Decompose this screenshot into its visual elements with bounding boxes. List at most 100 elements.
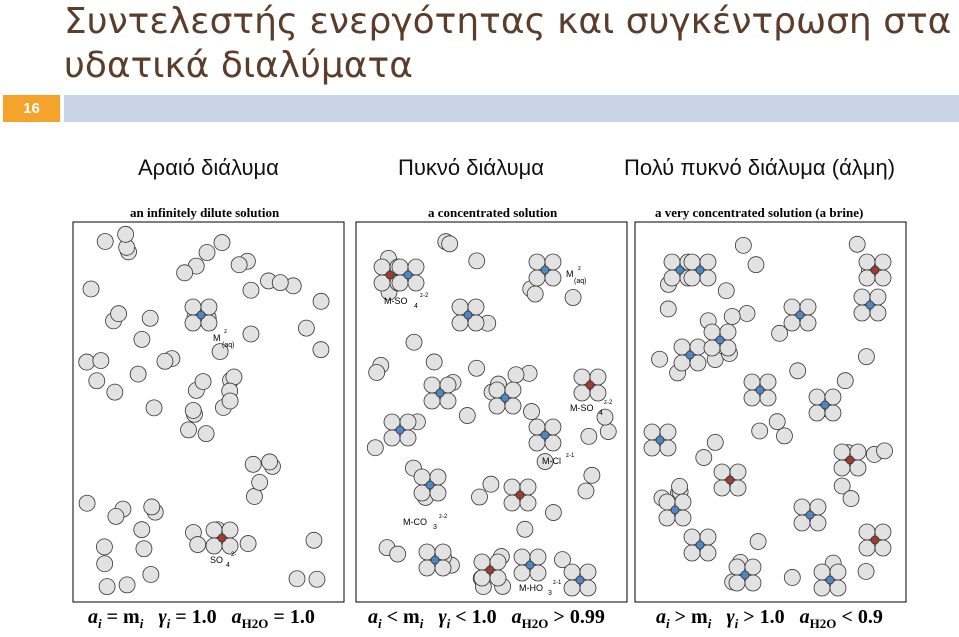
slide-number: 16 [3,95,60,122]
water-molecule [671,477,688,495]
water-molecule [239,535,257,552]
cation [575,575,585,585]
panel-label-dilute: an infinitely dilute solution [130,205,280,220]
water-molecule [312,341,330,359]
water-molecule [213,234,231,251]
water-molecule [467,314,485,332]
cation [196,310,206,320]
water-molecule [738,305,756,322]
water-molecule [141,309,159,327]
cation [540,265,550,275]
slide-title-line-1: Συντελεστής ενεργότητας και συγκέντρωση … [64,1,952,42]
cation [805,510,815,520]
water-molecule [544,434,562,452]
water-molecule [544,269,562,287]
water-molecule [271,274,289,292]
label-mso4-charge: z-2 [420,293,429,299]
water-molecule [312,292,330,310]
water-molecule [143,498,161,516]
water-molecule [211,343,229,361]
water-molecule [96,233,114,250]
water-molecule [471,488,488,506]
water-molecule [751,422,769,440]
label-mso4-brine-side: M-SO [570,403,594,413]
water-molecule [842,490,860,507]
water-molecule [876,442,893,460]
water-molecule [789,362,807,380]
water-molecule [519,494,537,512]
label-m-aq-dilute: M [213,333,221,343]
water-molecule [297,319,315,337]
label-so4-dilute: SO [210,555,223,565]
label-mho3-sub: 3 [548,590,552,597]
water-molecule [699,544,717,562]
water-molecule [869,304,887,322]
water-molecule [776,427,793,445]
label-z-dilute: z [224,329,227,335]
water-molecule [747,256,765,274]
water-molecule [366,439,384,457]
water-molecule [809,514,827,532]
label-mso4-conc: M-SO [384,296,408,306]
cation [695,265,705,275]
water-molecule [583,466,601,484]
water-molecule [98,578,116,596]
water-molecule [596,408,614,426]
water-molecule [489,569,507,587]
water-molecule [129,365,147,383]
label-mcl-conc: M-Cl [542,456,561,466]
water-molecule [189,536,207,553]
anion [725,475,735,485]
water-molecule [468,359,485,377]
water-molecule [833,477,851,495]
water-molecule [180,421,197,439]
water-molecule [599,423,617,440]
water-molecule [857,563,875,580]
equation-concentrated: ai < mi γi < 1.0 aH2O > 0.99 [368,606,605,631]
water-molecule [96,538,113,556]
water-molecule [429,484,447,502]
water-molecule [579,579,597,597]
cation [740,570,750,580]
water-molecule [92,352,110,370]
water-molecule [225,368,243,386]
water-molecule [434,559,452,577]
label-mso4-sub: 4 [414,303,418,310]
water-molecule [399,429,417,447]
label-z-brine-side: z [578,266,581,272]
water-molecule [368,364,386,381]
water-molecule [482,475,500,493]
anion [217,533,227,543]
water-molecule [523,403,540,420]
anion [385,270,395,280]
water-molecule [176,264,194,282]
slide-title: Συντελεστής ενεργότητας και συγκέντρωση … [64,0,951,88]
cation [670,505,680,515]
water-molecule [771,324,788,342]
cation [685,350,695,360]
water-molecule [516,520,534,538]
water-molecule [651,350,668,368]
cation [525,560,535,570]
label-aq-dilute: (aq) [222,342,234,349]
water-molecule [133,521,151,539]
water-molecule [874,539,892,557]
water-molecule [288,570,306,588]
cation [695,540,705,550]
water-molecule [674,509,692,527]
water-molecule [110,305,127,323]
anion [485,565,495,575]
cation [715,335,725,345]
water-molecule [829,579,847,597]
water-molecule [407,274,425,292]
water-molecule [246,488,263,505]
water-molecule [142,566,160,583]
cation [435,388,445,398]
water-molecule [577,482,595,500]
water-molecule [133,330,151,348]
water-molecule [759,389,777,407]
water-molecule [723,308,741,325]
water-molecule [768,413,786,431]
water-molecule [439,392,457,410]
water-molecule [221,537,239,555]
